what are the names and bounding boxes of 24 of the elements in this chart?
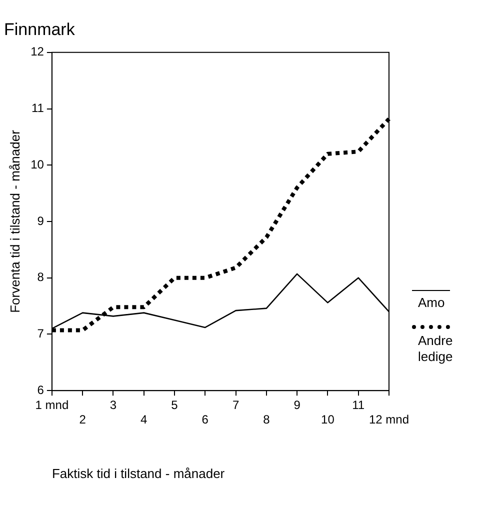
x-tick-label: 1 mnd xyxy=(35,398,69,412)
x-tick-label: 3 xyxy=(110,398,117,412)
y-tick-label: 10 xyxy=(30,157,44,172)
chart-title: Finnmark xyxy=(4,20,76,39)
x-axis-title: Faktisk tid i tilstand - månader xyxy=(52,466,226,481)
y-tick-label: 8 xyxy=(37,270,44,284)
x-tick-label: 7 xyxy=(232,398,240,412)
x-tick-label: 8 xyxy=(263,412,270,427)
x-tick-label: 6 xyxy=(202,412,209,427)
y-tick-label: 7 xyxy=(37,326,44,341)
y-tick-label: 9 xyxy=(37,214,44,228)
x-tick-label: 10 xyxy=(321,412,335,427)
x-tick-label: 12 mnd xyxy=(368,412,410,427)
y-tick-label: 11 xyxy=(31,101,44,116)
x-tick-label: 2 xyxy=(79,412,86,427)
x-tick-label: 4 xyxy=(140,412,148,427)
x-tick-label: 9 xyxy=(294,398,301,412)
legend-label: Amo xyxy=(417,295,446,311)
y-tick-label: 6 xyxy=(37,382,44,397)
legend-label: Andre ledige xyxy=(417,333,454,365)
x-tick-label: 11 xyxy=(352,398,365,412)
y-axis-title: Forventa tid i tilstand - månader xyxy=(7,129,22,313)
y-tick-label: 12 xyxy=(30,44,44,59)
x-tick-label: 5 xyxy=(171,398,178,412)
